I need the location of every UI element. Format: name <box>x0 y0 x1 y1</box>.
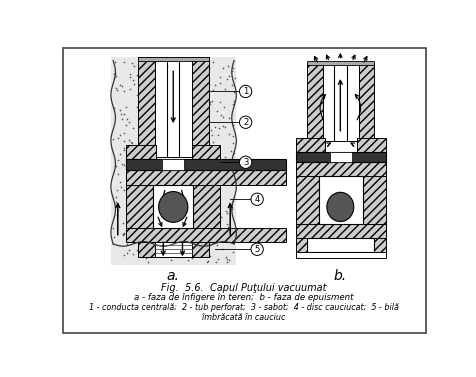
Bar <box>318 176 362 224</box>
Bar <box>126 170 153 228</box>
Text: 3: 3 <box>242 158 248 167</box>
Text: îmbrăcată în cauciuc: îmbrăcată în cauciuc <box>202 313 285 322</box>
Text: 4: 4 <box>254 195 259 204</box>
Bar <box>153 185 193 228</box>
Bar <box>295 138 324 155</box>
Bar <box>307 61 374 65</box>
Bar <box>154 242 191 257</box>
Bar <box>322 64 358 141</box>
Bar <box>295 251 385 258</box>
Bar <box>193 170 220 228</box>
Polygon shape <box>110 226 236 265</box>
Bar <box>138 57 154 157</box>
Bar <box>357 138 385 155</box>
Text: 1 - conducta centrală;  2 - tub perforat;  3 - sabot;  4 - disc cauciucat;  5 - : 1 - conducta centrală; 2 - tub perforat;… <box>89 303 398 312</box>
Bar <box>307 64 322 141</box>
Text: 5: 5 <box>254 245 259 254</box>
Text: 2: 2 <box>242 118 248 127</box>
Bar <box>191 57 208 157</box>
Polygon shape <box>203 57 236 244</box>
Bar <box>295 162 385 176</box>
Bar <box>126 146 155 162</box>
Bar <box>295 162 318 224</box>
Bar <box>307 238 374 251</box>
Bar <box>358 64 374 141</box>
Text: 1: 1 <box>242 87 248 96</box>
Text: b.: b. <box>333 269 346 283</box>
Bar <box>295 238 307 251</box>
Circle shape <box>239 85 251 98</box>
Bar <box>153 185 193 228</box>
Bar <box>154 57 191 157</box>
Bar <box>374 238 385 251</box>
Bar <box>295 224 385 238</box>
Bar <box>191 146 220 162</box>
Bar <box>138 57 208 61</box>
Text: a.: a. <box>166 269 178 283</box>
Bar <box>295 152 385 162</box>
Bar <box>126 228 285 242</box>
Bar <box>362 162 385 224</box>
Bar <box>138 242 154 257</box>
Bar <box>162 159 184 170</box>
Bar <box>153 185 193 228</box>
Text: a - faza de înfigere în teren;  b - faza de epuisment: a - faza de înfigere în teren; b - faza … <box>134 293 353 302</box>
Ellipse shape <box>159 192 188 222</box>
Ellipse shape <box>326 192 353 222</box>
Bar <box>191 242 208 257</box>
Polygon shape <box>110 57 139 244</box>
Bar <box>329 152 351 162</box>
Circle shape <box>250 243 263 256</box>
Circle shape <box>239 156 251 169</box>
Text: Fig.  5.6.  Capul Puţului vacuumat: Fig. 5.6. Capul Puţului vacuumat <box>161 283 326 293</box>
Circle shape <box>239 116 251 129</box>
Bar <box>126 159 285 170</box>
Bar <box>126 170 285 185</box>
Circle shape <box>250 193 263 205</box>
